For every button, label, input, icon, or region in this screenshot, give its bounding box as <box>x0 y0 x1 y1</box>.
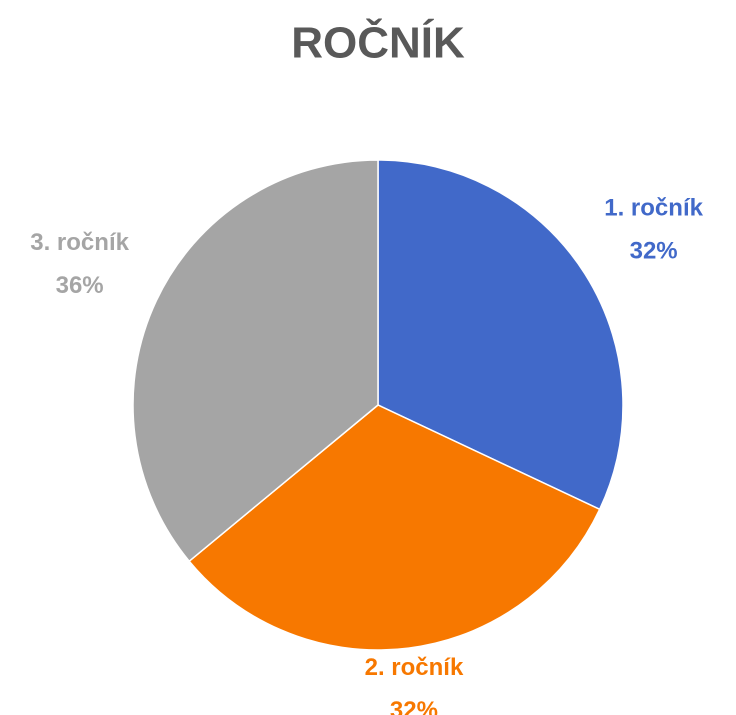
slice-category-label: 1. ročník <box>604 194 703 221</box>
slice-category-label: 2. ročník <box>365 654 464 681</box>
slice-value-label: 32% <box>390 697 438 715</box>
slice-value-label: 32% <box>630 237 678 264</box>
slice-value-label: 36% <box>56 272 104 299</box>
pie-slice <box>377 159 624 511</box>
pie-slice <box>188 404 601 651</box>
slice-category-label: 3. ročník <box>30 229 129 256</box>
chart-title: ROČNÍK <box>291 17 465 68</box>
pie-slice <box>132 159 379 563</box>
